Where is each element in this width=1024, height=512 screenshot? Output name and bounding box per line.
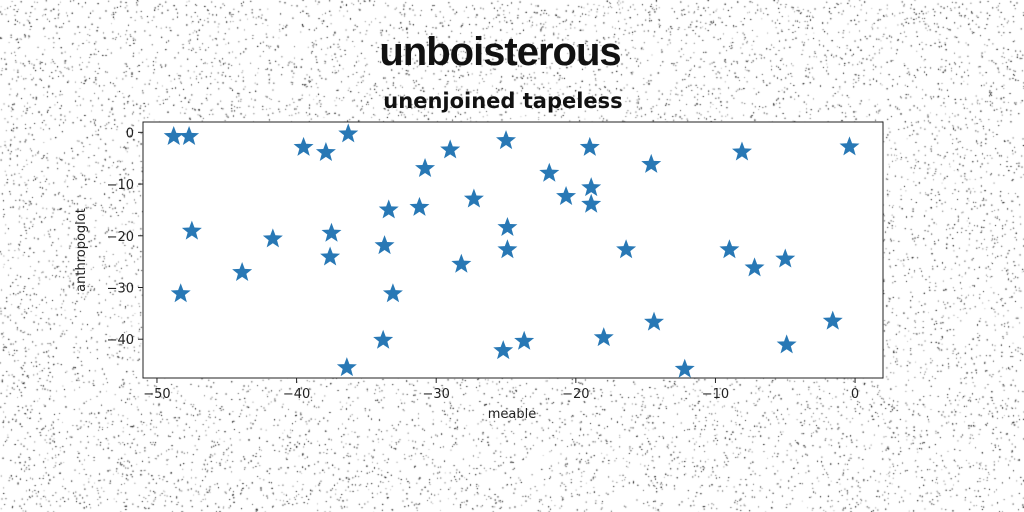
scatter-point bbox=[320, 246, 341, 266]
scatter-point bbox=[373, 329, 394, 349]
scatter-point bbox=[616, 239, 637, 259]
scatter-point bbox=[514, 330, 535, 350]
scatter-point bbox=[382, 283, 403, 303]
y-tick-label: −40 bbox=[107, 333, 134, 348]
scatter-point bbox=[181, 220, 202, 240]
scatter-point bbox=[293, 136, 314, 156]
scatter-point bbox=[719, 239, 740, 259]
scatter-point bbox=[262, 228, 283, 248]
scatter-point bbox=[232, 262, 253, 281]
x-tick-label: −10 bbox=[702, 387, 729, 402]
x-axis: −50 −40 −30 −20 −10 0 bbox=[143, 378, 859, 402]
scatter-point bbox=[374, 235, 395, 255]
scatter-point bbox=[641, 153, 662, 173]
data-points bbox=[163, 123, 860, 378]
scatter-point bbox=[775, 248, 796, 268]
plot-area bbox=[142, 121, 884, 379]
scatter-point bbox=[315, 142, 336, 162]
y-axis-label: anthropoglot bbox=[74, 208, 89, 292]
scatter-point bbox=[451, 253, 472, 273]
scatter-point bbox=[581, 193, 602, 213]
scatter-point bbox=[493, 340, 514, 360]
scatter-point bbox=[539, 162, 560, 182]
scatter-point bbox=[776, 334, 797, 354]
scatter-point bbox=[415, 158, 436, 178]
scatter-point bbox=[179, 125, 200, 145]
scatter-point bbox=[822, 310, 843, 330]
scatter-point bbox=[378, 199, 399, 219]
scatter-point bbox=[321, 222, 342, 242]
scatter-point bbox=[839, 136, 860, 156]
x-tick-label: −20 bbox=[562, 387, 589, 402]
figure-suptitle: unboisterous bbox=[379, 30, 620, 74]
scatter-point bbox=[556, 185, 577, 205]
scatter-point bbox=[163, 125, 184, 145]
chart-title: unenjoined tapeless bbox=[383, 89, 622, 113]
scatter-point bbox=[497, 217, 518, 236]
scatter-point bbox=[440, 139, 461, 159]
y-axis: 0 −10 −20 −30 −40 bbox=[107, 126, 143, 348]
scatter-point bbox=[732, 141, 752, 161]
y-tick-label: 0 bbox=[126, 126, 134, 141]
y-tick-label: −20 bbox=[107, 230, 134, 245]
scatter-point bbox=[170, 283, 191, 303]
scatter-point bbox=[579, 136, 600, 156]
x-axis-label: meable bbox=[488, 407, 537, 422]
x-tick-label: −50 bbox=[143, 387, 170, 402]
x-tick-label: −30 bbox=[422, 387, 449, 402]
y-tick-label: −10 bbox=[107, 178, 134, 193]
scatter-point bbox=[338, 123, 359, 143]
x-tick-label: 0 bbox=[851, 387, 859, 402]
y-tick-label: −30 bbox=[107, 281, 134, 296]
scatter-point bbox=[593, 327, 614, 347]
scatter-point bbox=[409, 196, 430, 216]
x-tick-label: −40 bbox=[283, 387, 310, 402]
scatter-point bbox=[644, 311, 664, 331]
scatter-point bbox=[497, 239, 518, 259]
scatter-point bbox=[463, 188, 484, 208]
scatter-point bbox=[496, 130, 516, 150]
scatter-point bbox=[744, 257, 765, 277]
scatter-point bbox=[336, 357, 357, 377]
scatter-point bbox=[674, 358, 695, 378]
scatter-point bbox=[581, 177, 602, 197]
